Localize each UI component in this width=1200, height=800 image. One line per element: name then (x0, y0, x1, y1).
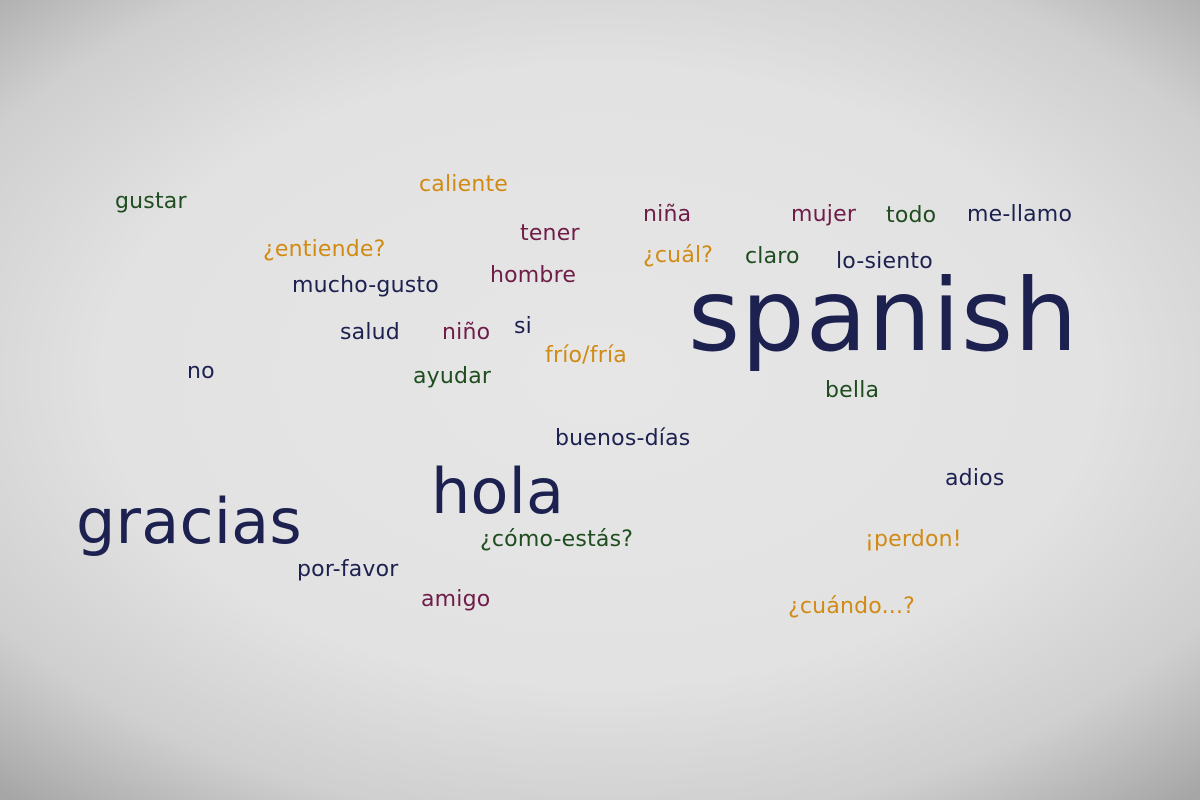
word-adios: adios (945, 466, 1005, 491)
word-ayudar: ayudar (413, 364, 492, 389)
word-salud: salud (340, 320, 400, 345)
word-mucho-gusto: mucho-gusto (292, 273, 439, 298)
word-entiende: ¿entiende? (263, 237, 386, 262)
word-gustar: gustar (115, 189, 187, 214)
word-cuando: ¿cuándo...? (788, 594, 916, 619)
word-hola: hola (431, 455, 565, 528)
word-amigo: amigo (421, 587, 491, 612)
word-todo: todo (886, 203, 937, 228)
word-no: no (187, 359, 215, 384)
word-me-llamo: me-llamo (967, 202, 1073, 227)
word-si: si (514, 314, 532, 339)
word-nina: niña (643, 202, 692, 227)
word-como-estas: ¿cómo-estás? (480, 527, 634, 552)
word-por-favor: por-favor (297, 557, 399, 582)
word-hombre: hombre (490, 263, 577, 288)
word-nino: niño (442, 320, 491, 345)
word-frio-fria: frío/fría (545, 343, 627, 368)
word-tener: tener (520, 221, 580, 246)
word-caliente: caliente (419, 172, 509, 197)
word-gracias: gracias (76, 485, 302, 558)
word-perdon: ¡perdon! (865, 527, 962, 552)
word-bella: bella (825, 378, 880, 403)
word-cual: ¿cuál? (643, 243, 714, 268)
word-lo-siento: lo-siento (836, 249, 933, 274)
word-buenos-dias: buenos-días (555, 426, 691, 451)
word-spanish: spanish (688, 257, 1079, 374)
word-mujer: mujer (791, 202, 857, 227)
word-claro: claro (745, 244, 800, 269)
